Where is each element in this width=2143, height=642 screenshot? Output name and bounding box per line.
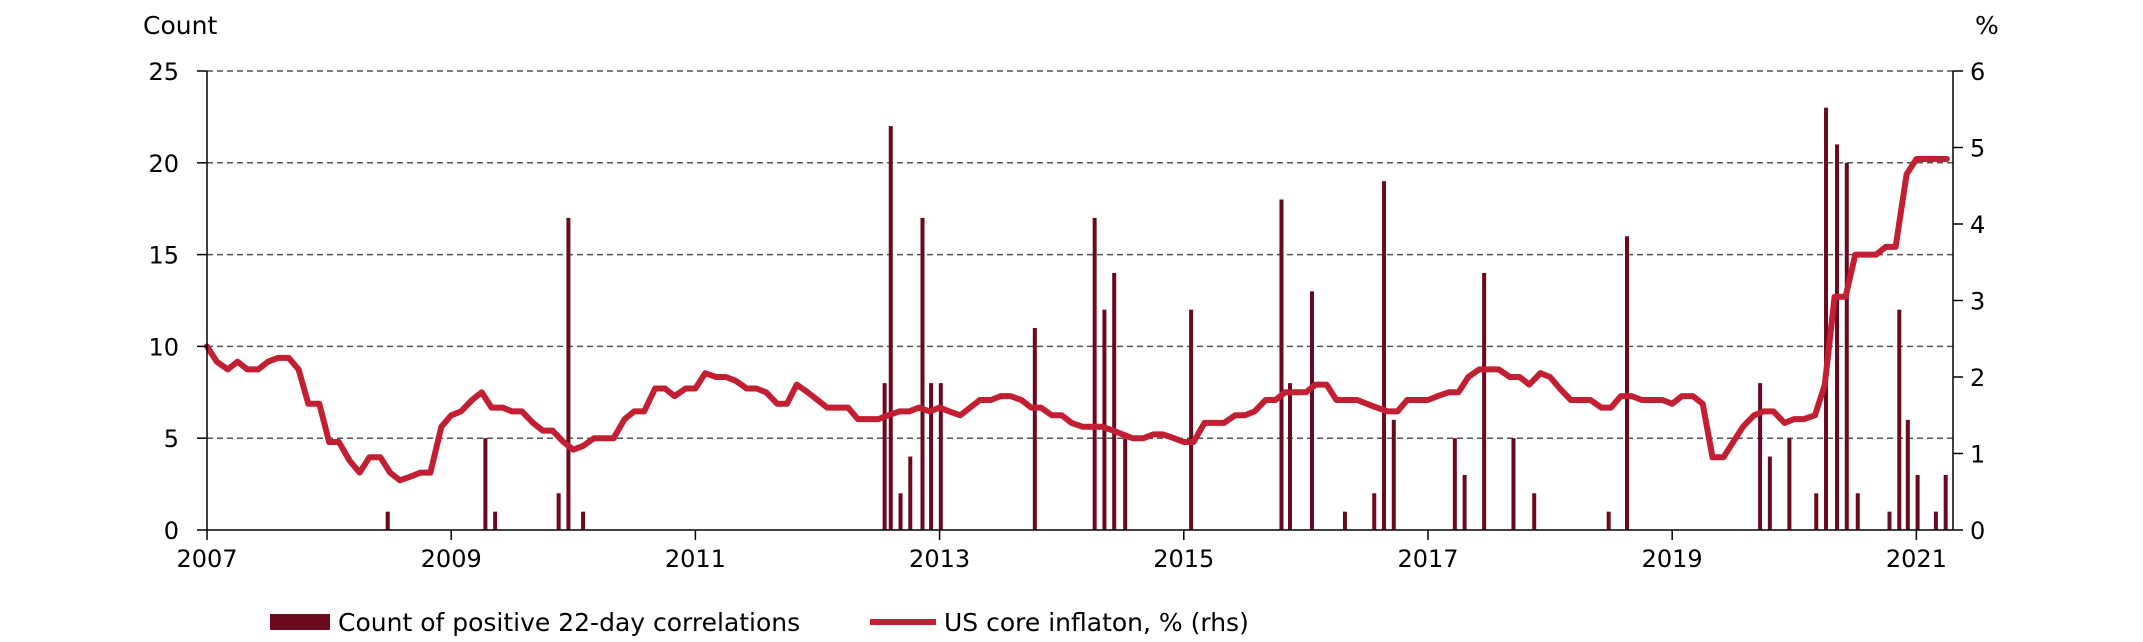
bar <box>1382 181 1387 530</box>
right-tick-label: 3 <box>1970 288 1985 316</box>
bar <box>1102 309 1107 530</box>
bar-series <box>385 107 1948 531</box>
bar <box>1391 419 1396 530</box>
bar <box>1279 199 1284 530</box>
x-tick-label: 2009 <box>421 545 482 573</box>
bar <box>1844 162 1849 531</box>
bar <box>1933 511 1938 530</box>
left-tick-label: 0 <box>164 517 179 545</box>
bar <box>1032 328 1037 530</box>
legend-item-line: US core inflaton, % (rhs) <box>870 604 1249 640</box>
right-tick-label: 5 <box>1970 135 1985 163</box>
bar <box>1943 474 1948 530</box>
tick-labels: 0 5 10 15 20 25 0 1 2 3 4 5 6 2007 2009 2011 2013 2015 201… <box>148 58 1985 573</box>
bar <box>493 511 498 530</box>
bar <box>1814 493 1819 530</box>
chart: 0 5 10 15 20 25 0 1 2 3 4 5 6 2007 2009 2011 2013 2015 201… <box>143 11 1999 573</box>
bar <box>1855 493 1860 530</box>
bar <box>1482 272 1487 530</box>
right-tick-label: 1 <box>1970 441 1985 469</box>
bar <box>1462 474 1467 530</box>
bar <box>898 493 903 530</box>
x-tick-label: 2015 <box>1153 545 1214 573</box>
right-axis-title: % <box>1975 11 1999 40</box>
bar <box>888 126 893 530</box>
gridlines <box>207 70 1953 439</box>
legend-item-bars: Count of positive 22-day correlations <box>270 604 800 640</box>
legend-label-bars: Count of positive 22-day correlations <box>338 607 801 637</box>
bar <box>1905 419 1910 530</box>
bar <box>581 511 586 530</box>
legend-swatch-bars <box>270 614 330 630</box>
x-tick-label: 2021 <box>1886 545 1947 573</box>
bar <box>1897 309 1902 530</box>
bar <box>1112 272 1117 530</box>
bar <box>1787 438 1792 530</box>
left-tick-label: 20 <box>148 150 179 178</box>
x-tick-label: 2007 <box>176 545 237 573</box>
left-tick-label: 5 <box>164 425 179 453</box>
inflation-line <box>204 156 1950 484</box>
bar <box>1123 438 1128 530</box>
bar <box>920 217 925 530</box>
bar <box>929 383 934 530</box>
bar <box>566 217 571 530</box>
bar <box>385 511 390 530</box>
bar <box>1915 474 1920 530</box>
bar <box>1532 493 1537 530</box>
bar <box>1288 383 1293 530</box>
bar <box>1758 383 1763 530</box>
legend-label-line: US core inflaton, % (rhs) <box>944 607 1249 637</box>
bar <box>556 493 561 530</box>
bar <box>938 383 943 530</box>
legend-swatch-line <box>870 619 936 625</box>
right-tick-label: 6 <box>1970 58 1985 86</box>
x-tick-label: 2019 <box>1642 545 1703 573</box>
left-axis-title: Count <box>143 11 217 40</box>
bar <box>1452 438 1457 530</box>
axes <box>197 70 1963 540</box>
bar <box>1606 511 1611 530</box>
bar <box>1372 493 1377 530</box>
bar <box>1342 511 1347 530</box>
bar <box>483 438 488 530</box>
left-tick-label: 10 <box>148 333 179 361</box>
bar <box>882 383 887 530</box>
bar <box>1511 438 1516 530</box>
bar <box>1767 456 1772 530</box>
x-tick-label: 2017 <box>1397 545 1458 573</box>
bar <box>1824 107 1829 530</box>
right-tick-label: 2 <box>1970 364 1985 392</box>
bar <box>1887 511 1892 530</box>
left-tick-label: 15 <box>148 242 179 270</box>
bar <box>1835 144 1840 530</box>
left-tick-label: 25 <box>148 58 179 86</box>
right-tick-label: 0 <box>1970 517 1985 545</box>
bar <box>908 456 913 530</box>
bar <box>1309 291 1314 530</box>
bar <box>1092 217 1097 530</box>
bar <box>1189 309 1194 530</box>
right-tick-label: 4 <box>1970 211 1985 239</box>
bar <box>1624 236 1629 531</box>
x-tick-label: 2011 <box>665 545 726 573</box>
x-tick-label: 2013 <box>909 545 970 573</box>
